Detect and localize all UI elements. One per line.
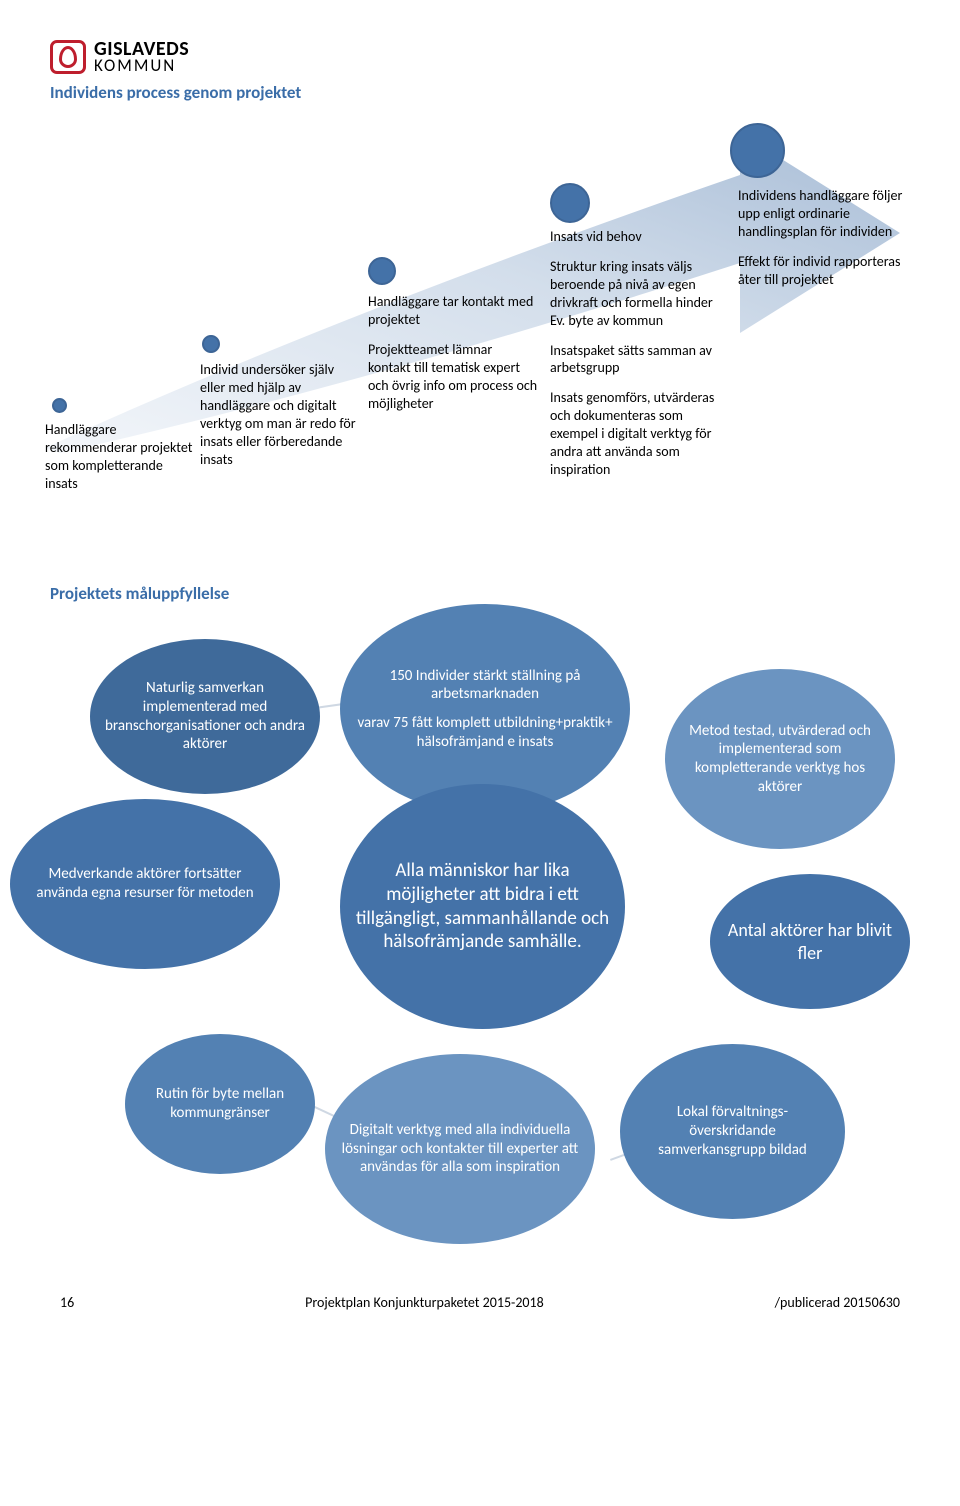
section-2-title: Projektets måluppfyllelse bbox=[50, 583, 910, 604]
flow-dot-5 bbox=[730, 123, 785, 178]
goal-righttop-text: Metod testad, utvärderad och implementer… bbox=[679, 722, 881, 797]
logo-mark bbox=[50, 40, 86, 74]
logo-text: GISLAVEDS KOMMUN bbox=[94, 40, 189, 73]
flow-step-4: Insats vid behov Struktur kring insats v… bbox=[550, 228, 728, 479]
goal-topcenter-line1: 150 Individer stärkt ställning på arbets… bbox=[354, 667, 616, 705]
flow-step-5: Individens handläggare följer upp enligt… bbox=[738, 187, 918, 289]
flow-dot-1 bbox=[52, 398, 67, 413]
goal-topcenter-line2: varav 75 fått komplett utbildning+prakti… bbox=[354, 714, 616, 752]
flow-step-2: Individ undersöker själv eller med hjälp… bbox=[200, 361, 358, 468]
goal-righttop: Metod testad, utvärderad och implementer… bbox=[665, 669, 895, 849]
flow-step-2-text: Individ undersöker själv eller med hjälp… bbox=[200, 361, 358, 468]
flow-step-5-p1: Individens handläggare följer upp enligt… bbox=[738, 187, 918, 241]
flow-dot-3 bbox=[368, 257, 396, 285]
section-1-title: Individens process genom projektet bbox=[50, 82, 910, 103]
flow-step-3: Handläggare tar kontakt med projektet Pr… bbox=[368, 293, 538, 412]
goal-rightmid: Antal aktörer har blivit fler bbox=[710, 874, 910, 1009]
goal-leftmid-text: Medverkande aktörer fortsätter använda e… bbox=[24, 865, 266, 903]
logo-line-2: KOMMUN bbox=[94, 58, 189, 73]
flow-step-1: Handläggare rekommenderar projektet som … bbox=[45, 421, 195, 493]
flow-step-3-p2: Projektteamet lämnar kontakt till temati… bbox=[368, 341, 538, 413]
goal-topcenter: 150 Individer stärkt ställning på arbets… bbox=[340, 604, 630, 814]
flow-step-1-text: Handläggare rekommenderar projektet som … bbox=[45, 421, 195, 493]
flow-step-4-p2: Struktur kring insats väljs beroende på … bbox=[550, 258, 728, 330]
flow-step-4-p1: Insats vid behov bbox=[550, 228, 728, 246]
goal-rightmid-text: Antal aktörer har blivit fler bbox=[724, 919, 896, 964]
goal-botcenter: Digitalt verktyg med alla individuella l… bbox=[325, 1054, 595, 1244]
logo: GISLAVEDS KOMMUN bbox=[50, 40, 910, 74]
flow-dot-2 bbox=[202, 335, 220, 353]
process-flow-diagram: Handläggare rekommenderar projektet som … bbox=[50, 113, 910, 573]
goal-lefttop: Naturlig samverkan implementerad med bra… bbox=[90, 639, 320, 794]
flow-step-3-p1: Handläggare tar kontakt med projektet bbox=[368, 293, 538, 329]
goal-leftbot-text: Rutin för byte mellan kommungränser bbox=[139, 1085, 301, 1123]
flow-step-5-p2: Effekt för individ rapporteras åter till… bbox=[738, 253, 918, 289]
goal-cluster-diagram: 150 Individer stärkt ställning på arbets… bbox=[50, 614, 920, 1274]
flow-step-4-p4: Insats genomförs, utvärderas och dokumen… bbox=[550, 389, 728, 479]
footer-page-number: 16 bbox=[60, 1294, 74, 1311]
flow-dot-4 bbox=[550, 183, 590, 223]
page-footer: 16 Projektplan Konjunkturpaketet 2015-20… bbox=[50, 1294, 910, 1311]
goal-leftmid: Medverkande aktörer fortsätter använda e… bbox=[10, 799, 280, 969]
footer-center: Projektplan Konjunkturpaketet 2015-2018 bbox=[305, 1294, 544, 1311]
flow-step-4-p3: Insatspaket sätts samman av arbetsgrupp bbox=[550, 342, 728, 378]
goal-rightbot: Lokal förvaltnings-överskridande samverk… bbox=[620, 1044, 845, 1219]
goal-botcenter-text: Digitalt verktyg med alla individuella l… bbox=[339, 1121, 581, 1177]
goal-center-text: Alla människor har lika möjligheter att … bbox=[354, 859, 611, 954]
goal-center: Alla människor har lika möjligheter att … bbox=[340, 784, 625, 1029]
goal-lefttop-text: Naturlig samverkan implementerad med bra… bbox=[104, 679, 306, 754]
goal-rightbot-text: Lokal förvaltnings-överskridande samverk… bbox=[634, 1103, 831, 1159]
goal-leftbot: Rutin för byte mellan kommungränser bbox=[125, 1034, 315, 1174]
footer-right: /publicerad 20150630 bbox=[775, 1294, 900, 1311]
